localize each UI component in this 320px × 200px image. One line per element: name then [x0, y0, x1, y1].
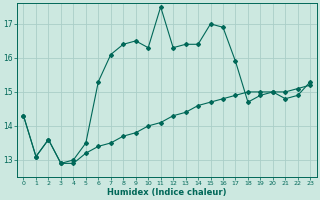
X-axis label: Humidex (Indice chaleur): Humidex (Indice chaleur)	[107, 188, 227, 197]
